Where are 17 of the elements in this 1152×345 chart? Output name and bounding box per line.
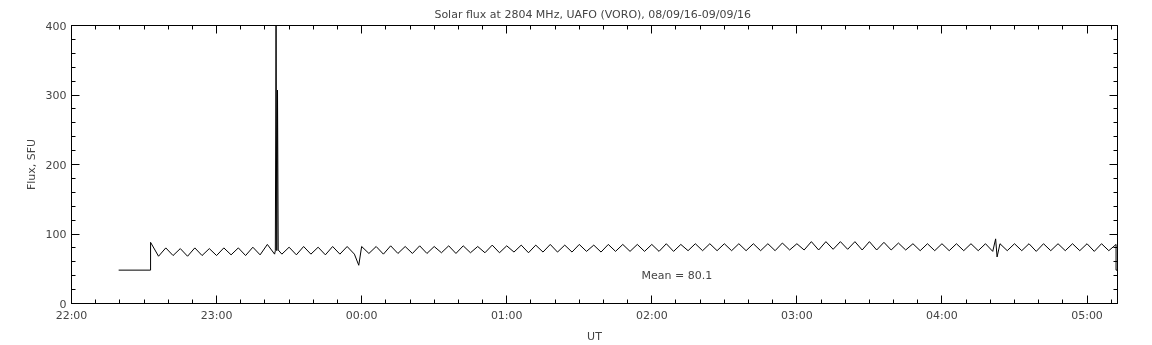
x-tick-label: 05:00 bbox=[1071, 308, 1103, 322]
chart-title: Solar flux at 2804 MHz, UAFO (VORO), 08/09/16-09/09/16 bbox=[434, 7, 752, 21]
x-tick-label: 02:00 bbox=[635, 308, 668, 322]
y-tick-label: 400 bbox=[45, 19, 67, 33]
y-tick-label: 100 bbox=[45, 228, 67, 241]
x-tick-label: 03:00 bbox=[781, 308, 813, 322]
y-tick-label: 0 bbox=[59, 297, 67, 311]
x-tick-label: 00:00 bbox=[345, 308, 378, 322]
annotation: Mean = 80.1 bbox=[641, 268, 713, 282]
x-tick-label: 01:00 bbox=[490, 308, 523, 322]
x-tick-label: 04:00 bbox=[926, 308, 958, 322]
y-axis-title: Flux, SFU bbox=[24, 138, 38, 191]
y-tick-label: 200 bbox=[45, 158, 67, 172]
x-tick-label: 23:00 bbox=[200, 308, 233, 322]
x-axis-title: UT bbox=[587, 329, 603, 343]
y-tick-label: 300 bbox=[45, 89, 67, 102]
x-tick-label: 22:00 bbox=[55, 308, 88, 322]
